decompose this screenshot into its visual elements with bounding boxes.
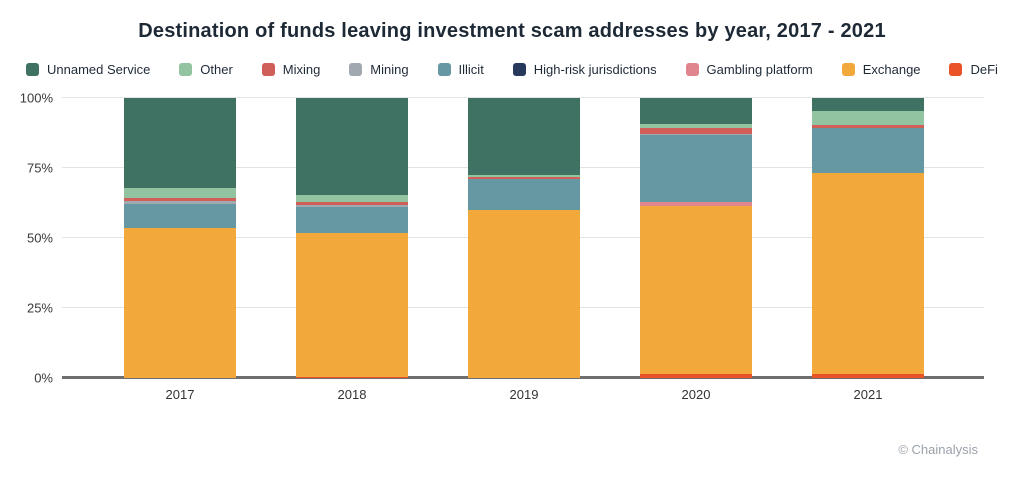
stacked-bar-2021 <box>812 98 924 378</box>
chart-card: Destination of funds leaving investment … <box>0 20 1024 490</box>
bar-segment <box>468 176 580 180</box>
y-tick-label: 100% <box>19 90 53 106</box>
bar-segment <box>640 133 752 135</box>
gridline <box>62 97 984 98</box>
x-tick-label: 2019 <box>509 387 539 402</box>
bar-segment <box>296 195 408 202</box>
bar-segment <box>468 98 580 176</box>
legend-item: Illicit <box>437 61 484 77</box>
legend-label: Unnamed Service <box>47 61 151 77</box>
legend-item: Mixing <box>261 61 321 77</box>
legend-item: Unnamed Service <box>26 62 150 77</box>
legend-swatch <box>685 62 699 76</box>
stacked-bar-2017 <box>124 98 236 378</box>
bar-segment <box>812 98 924 111</box>
y-tick-label: 75% <box>26 160 53 176</box>
y-tick-label: 0% <box>34 370 53 386</box>
bar-segment <box>468 179 580 210</box>
bar-segment <box>468 175 580 177</box>
legend: Unnamed Service Other Mixing Mining Illicit H… <box>26 60 998 78</box>
legend-label: Other <box>200 61 233 77</box>
bar-segment <box>812 110 924 125</box>
legend-label: Mixing <box>282 61 321 77</box>
legend-item: Mining <box>349 61 409 77</box>
legend-item: Other <box>179 62 233 77</box>
x-tick-label: 2021 <box>853 387 883 402</box>
bar-segment <box>468 210 580 378</box>
bar-segment <box>640 127 752 134</box>
legend-swatch <box>437 62 451 76</box>
bar-segment <box>812 127 924 174</box>
y-tick-label: 50% <box>26 230 53 246</box>
bar-segment <box>124 98 236 188</box>
bar-segment <box>296 98 408 196</box>
legend-swatch <box>179 62 193 76</box>
bar-segment <box>296 232 408 377</box>
plot-area: 0% 25% 50% 75% 100% <box>20 91 984 386</box>
bar-segment <box>640 135 752 202</box>
credit: © Chainalysis <box>898 442 978 457</box>
x-tick-label: 2018 <box>337 387 367 402</box>
legend-item: Exchange <box>841 61 921 77</box>
legend-item: Gambling platform <box>685 61 813 77</box>
bar-segment <box>296 376 408 378</box>
bar-segment <box>124 197 236 201</box>
legend-swatch <box>841 62 855 76</box>
x-tick-label: 2017 <box>165 387 195 402</box>
bar-segment <box>812 373 924 378</box>
bar-segment <box>124 187 236 198</box>
legend-item: DeFi <box>949 61 998 77</box>
legend-swatch <box>512 62 526 76</box>
x-axis-labels: 2017 2018 2019 2020 2021 <box>62 387 984 402</box>
bars-container <box>62 98 984 378</box>
x-tick-label: 2020 <box>681 387 711 402</box>
bar-segment <box>296 206 408 233</box>
bar-segment <box>124 228 236 378</box>
legend-item: High-risk jurisdictions <box>512 61 657 77</box>
bar-segment <box>124 203 236 229</box>
legend-label: Gambling platform <box>706 61 813 77</box>
legend-swatch <box>261 62 275 76</box>
bar-segment <box>124 200 236 204</box>
bar-segment <box>296 201 408 205</box>
legend-swatch <box>949 62 963 76</box>
bar-segment <box>640 373 752 378</box>
legend-label: Illicit <box>458 61 484 77</box>
legend-swatch <box>26 62 39 76</box>
legend-label: High-risk jurisdictions <box>533 61 657 77</box>
bar-segment <box>640 98 752 124</box>
chart-title: Destination of funds leaving investment … <box>138 20 886 42</box>
stacked-bar-2018 <box>296 98 408 378</box>
legend-label: Mining <box>370 61 409 77</box>
legend-label: DeFi <box>970 61 998 77</box>
bar-segment <box>296 204 408 207</box>
bar-segment <box>640 201 752 206</box>
bar-segment <box>812 124 924 128</box>
bar-segment <box>812 173 924 374</box>
bar-segment <box>640 123 752 128</box>
bar-segment <box>640 205 752 374</box>
legend-label: Exchange <box>862 61 921 77</box>
stacked-bar-2019 <box>468 98 580 378</box>
y-tick-label: 25% <box>26 300 53 316</box>
legend-swatch <box>349 62 363 76</box>
stacked-bar-2020 <box>640 98 752 378</box>
